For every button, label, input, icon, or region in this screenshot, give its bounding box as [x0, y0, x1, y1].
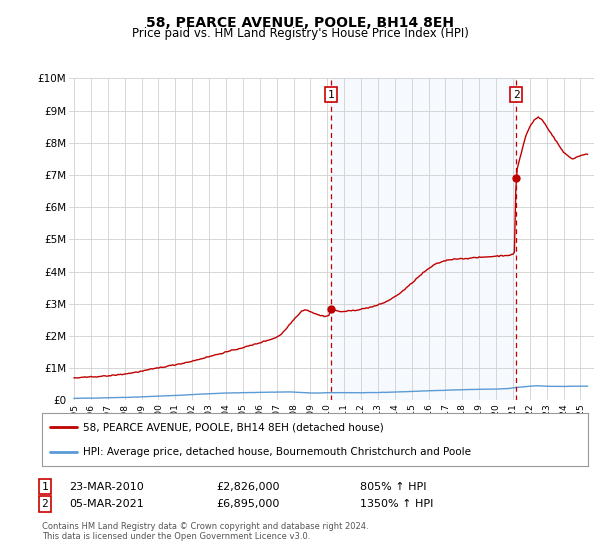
Text: 805% ↑ HPI: 805% ↑ HPI — [360, 482, 427, 492]
Text: £6,895,000: £6,895,000 — [216, 499, 280, 509]
Text: 23-MAR-2010: 23-MAR-2010 — [69, 482, 144, 492]
Text: 2: 2 — [512, 90, 520, 100]
Text: 58, PEARCE AVENUE, POOLE, BH14 8EH (detached house): 58, PEARCE AVENUE, POOLE, BH14 8EH (deta… — [83, 422, 384, 432]
Text: £2,826,000: £2,826,000 — [216, 482, 280, 492]
Text: 1350% ↑ HPI: 1350% ↑ HPI — [360, 499, 433, 509]
Text: 58, PEARCE AVENUE, POOLE, BH14 8EH: 58, PEARCE AVENUE, POOLE, BH14 8EH — [146, 16, 454, 30]
Text: 1: 1 — [41, 482, 49, 492]
Text: Price paid vs. HM Land Registry's House Price Index (HPI): Price paid vs. HM Land Registry's House … — [131, 27, 469, 40]
Text: 2: 2 — [41, 499, 49, 509]
Bar — [331, 78, 516, 400]
Text: 05-MAR-2021: 05-MAR-2021 — [69, 499, 144, 509]
Text: 1: 1 — [328, 90, 334, 100]
Text: HPI: Average price, detached house, Bournemouth Christchurch and Poole: HPI: Average price, detached house, Bour… — [83, 446, 471, 456]
Text: Contains HM Land Registry data © Crown copyright and database right 2024.
This d: Contains HM Land Registry data © Crown c… — [42, 522, 368, 542]
